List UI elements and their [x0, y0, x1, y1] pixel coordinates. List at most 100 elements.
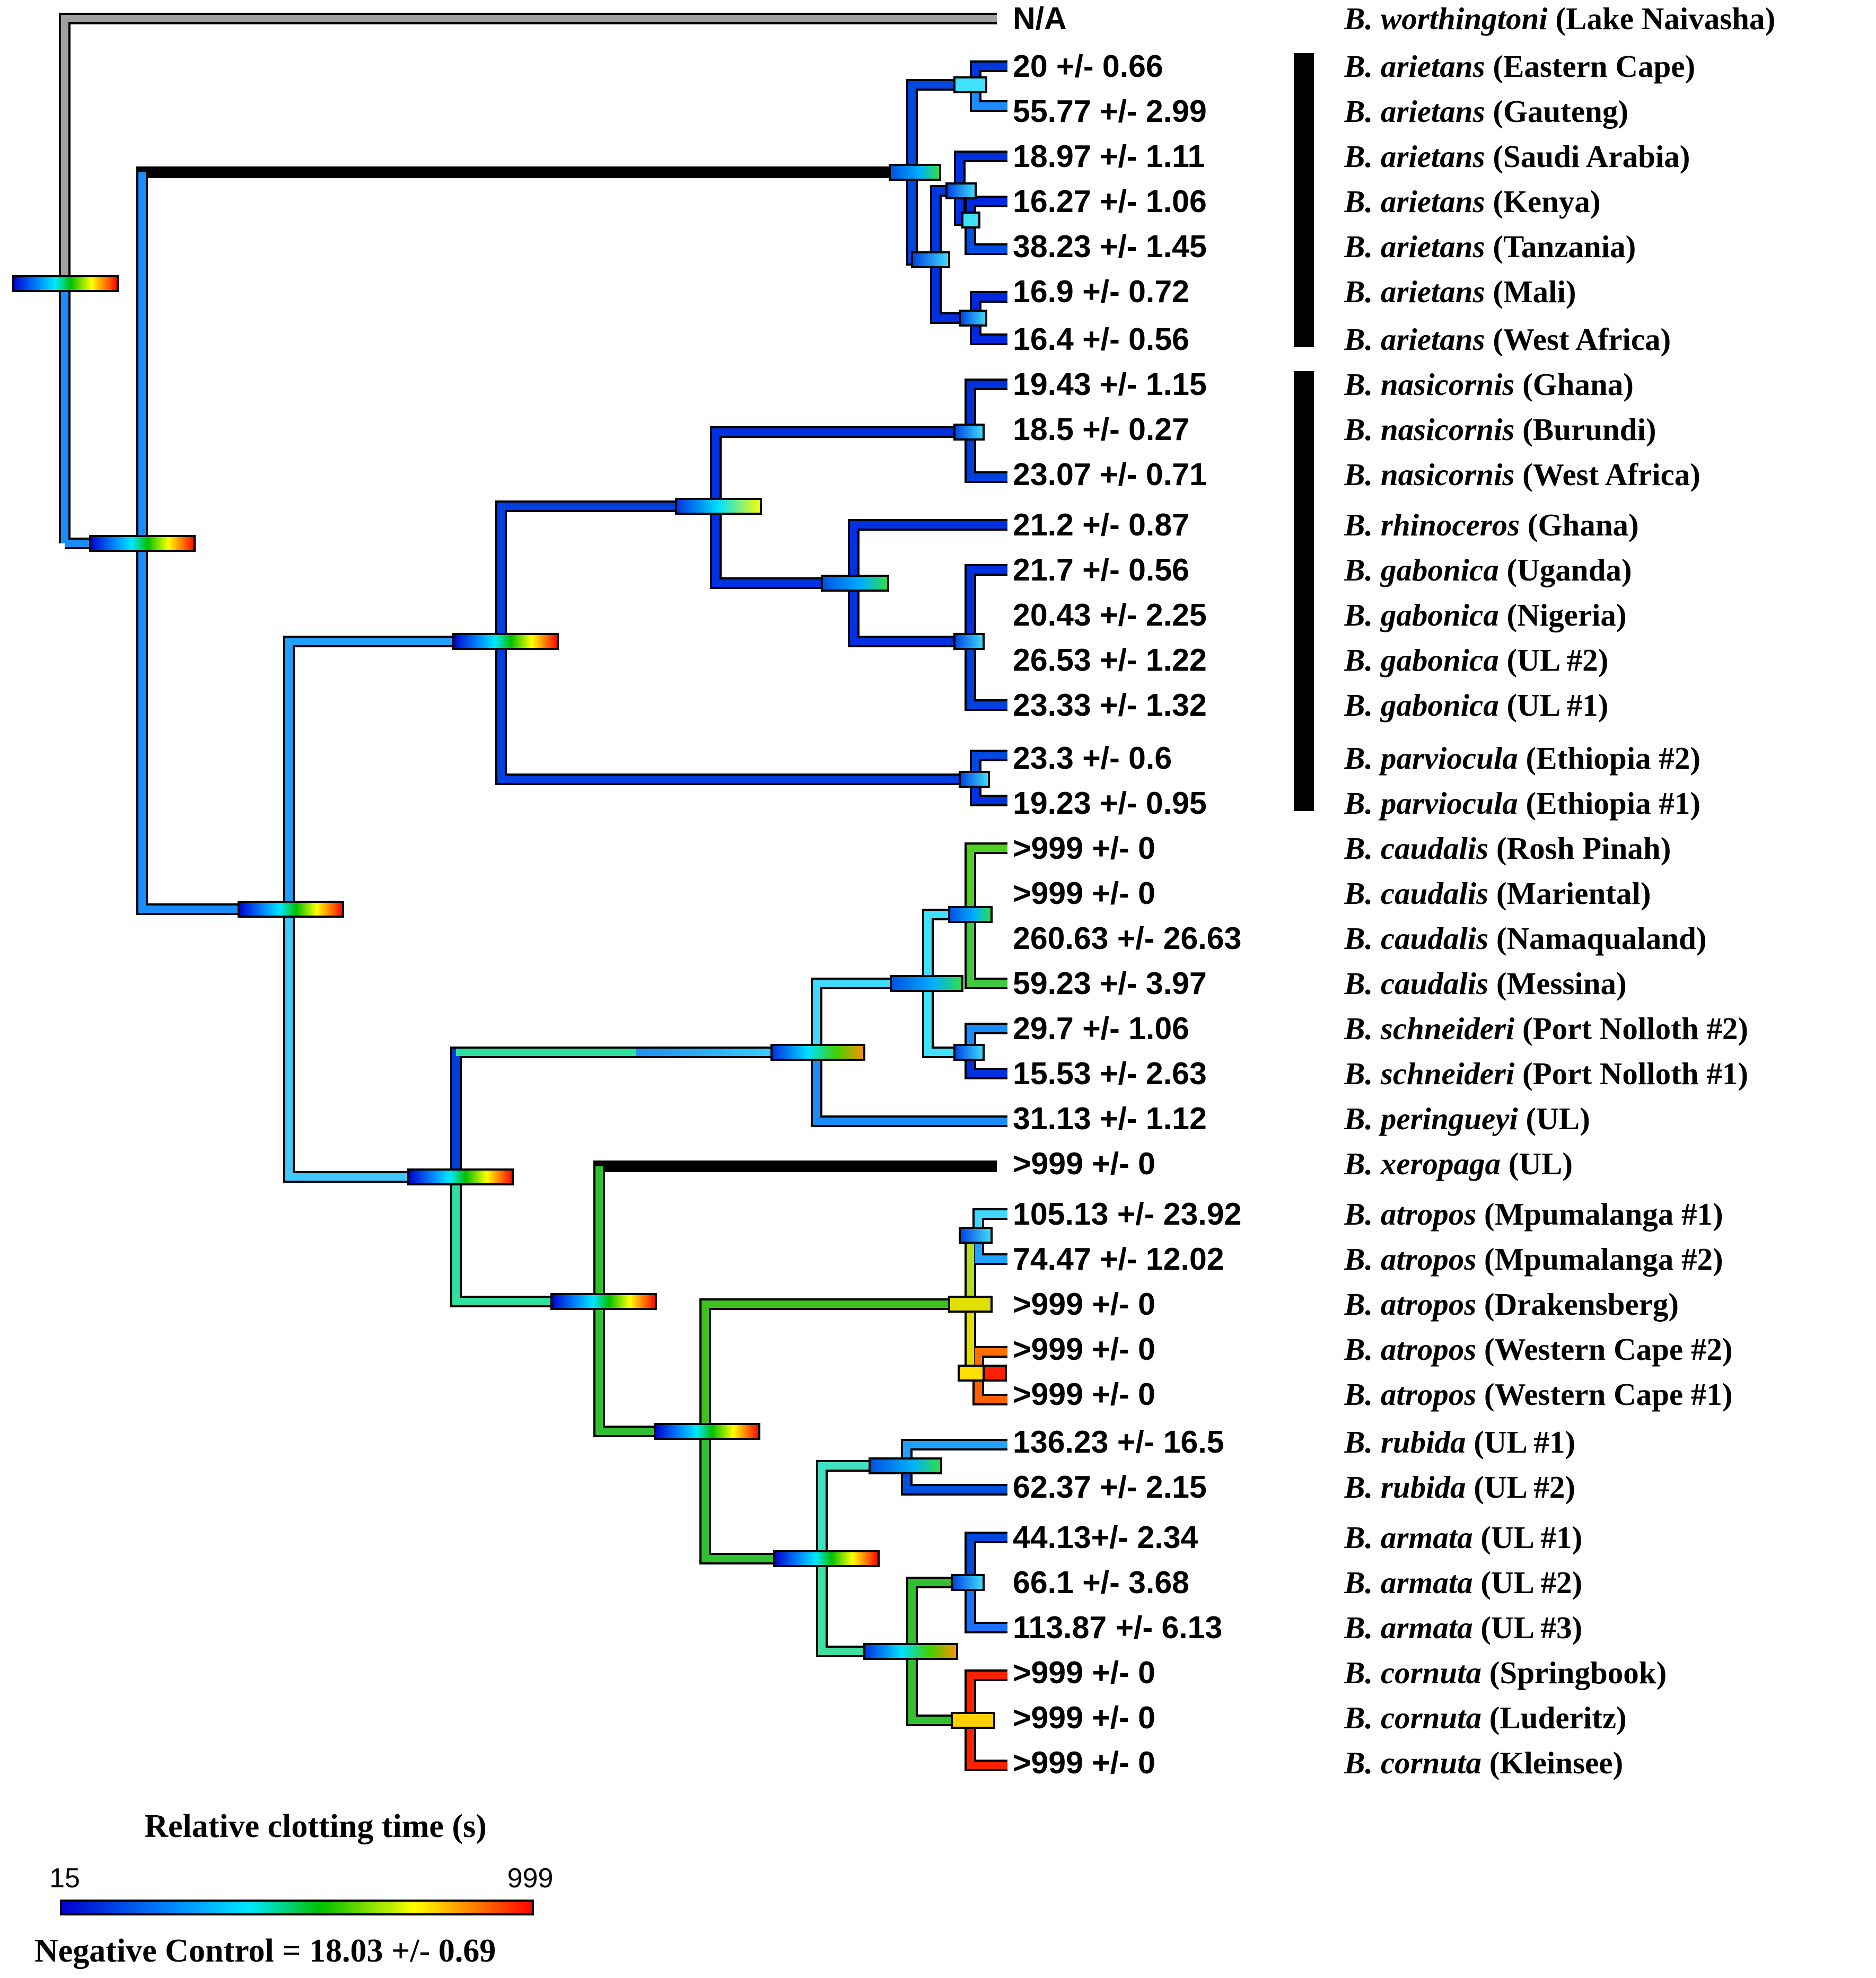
node-bar [953, 76, 987, 93]
tip-species: B. armata [1344, 1520, 1473, 1555]
tip-species: B. atropos [1344, 1242, 1476, 1277]
tip-locality: (Messina) [1488, 966, 1627, 1001]
node-bar [863, 1643, 958, 1660]
tip-locality: (Rosh Pinah) [1488, 831, 1671, 866]
tip-species: B. arietans [1344, 49, 1485, 84]
node-bar-node-d [407, 1168, 514, 1185]
tip-locality: (Port Nolloth #2) [1514, 1011, 1748, 1046]
tip-value: 23.3 +/- 0.6 [1013, 741, 1172, 776]
tip-value: 29.7 +/- 1.06 [1013, 1011, 1189, 1046]
tip-value: 105.13 +/- 23.92 [1013, 1197, 1241, 1232]
tip-locality: (Lake Naivasha) [1548, 1, 1775, 36]
tip-locality: (Burundi) [1514, 412, 1656, 447]
node-bar-node-c [452, 633, 559, 650]
node-bar [911, 251, 950, 268]
tip-value: >999 +/- 0 [1013, 1287, 1155, 1322]
tip-value: 55.77 +/- 2.99 [1013, 94, 1207, 129]
tip-value: 38.23 +/- 1.45 [1013, 229, 1207, 264]
tip-species: B. atropos [1344, 1377, 1476, 1412]
node-bar [945, 182, 977, 199]
tip-value: 16.4 +/- 0.56 [1013, 322, 1189, 357]
tip-locality: (Port Nolloth #1) [1514, 1056, 1748, 1091]
tip-value: 23.33 +/- 1.32 [1013, 688, 1207, 723]
tip-locality: (Uganda) [1499, 552, 1632, 587]
node-bar [959, 1227, 993, 1244]
tip-taxon: B. arietans (West Africa) [1344, 322, 1671, 357]
tip-value: 113.87 +/- 6.13 [1013, 1610, 1222, 1645]
clade-bar-african-forest [1294, 371, 1314, 811]
tip-locality: (Eastern Cape) [1485, 49, 1696, 84]
tip-locality: (Namaqualand) [1488, 921, 1706, 956]
tip-taxon: B. armata (UL #3) [1344, 1610, 1582, 1645]
node-bar [959, 771, 990, 788]
tip-locality: (West Africa) [1485, 322, 1671, 357]
tip-locality: (Luderitz) [1481, 1700, 1627, 1735]
tip-species: B. schneideri [1344, 1056, 1515, 1091]
tip-value: 18.5 +/- 0.27 [1013, 412, 1189, 447]
tip-species: B. armata [1344, 1565, 1473, 1600]
tip-taxon: B. gabonica (UL #1) [1344, 688, 1608, 723]
tip-species: B. caudalis [1344, 831, 1488, 866]
node-bar [959, 310, 987, 327]
tip-species: B. nasicornis [1344, 367, 1514, 402]
tip-species: B. atropos [1344, 1197, 1476, 1232]
tip-taxon: B. caudalis (Rosh Pinah) [1344, 831, 1671, 866]
tip-locality: (Saudi Arabia) [1485, 139, 1690, 174]
node-bar [869, 1457, 942, 1474]
legend-negative-control: Negative Control = 18.03 +/- 0.69 [34, 1933, 496, 1969]
tip-locality: (UL #1) [1466, 1425, 1576, 1460]
tip-taxon: B. rubida (UL #1) [1344, 1425, 1575, 1460]
tip-species: B. parviocula [1344, 786, 1518, 821]
tip-taxon: B. arietans (Saudi Arabia) [1344, 139, 1690, 174]
tip-value: 66.1 +/- 3.68 [1013, 1565, 1189, 1600]
tip-taxon: B. parviocula (Ethiopia #2) [1344, 741, 1700, 776]
node-bar [821, 575, 889, 592]
node-bar [890, 975, 963, 992]
tip-taxon: B. atropos (Western Cape #2) [1344, 1332, 1733, 1367]
tip-taxon: B. caudalis (Mariental) [1344, 876, 1651, 911]
legend: Relative clotting time (s) 15 999 Negati… [34, 1808, 553, 1969]
tip-species: B. arietans [1344, 139, 1485, 174]
tip-value: 20.43 +/- 2.25 [1013, 597, 1207, 632]
tip-species: B. rubida [1344, 1470, 1466, 1505]
tip-species: B. cornuta [1344, 1700, 1481, 1735]
node-bar-node-b [238, 901, 344, 918]
tip-value: 136.23 +/- 16.5 [1013, 1425, 1224, 1460]
tip-value: >999 +/- 0 [1013, 876, 1155, 911]
tip-taxon: B. cornuta (Kleinsee) [1344, 1745, 1623, 1780]
tip-value: 62.37 +/- 2.15 [1013, 1470, 1207, 1505]
tip-value: 19.43 +/- 1.15 [1013, 367, 1207, 402]
tip-value: >999 +/- 0 [1013, 1377, 1155, 1412]
tip-species: B. xeropaga [1344, 1146, 1501, 1181]
node-bar-node-f [654, 1423, 760, 1440]
node-bar [948, 906, 993, 923]
tip-species: B. gabonica [1344, 552, 1499, 587]
tip-species: B. gabonica [1344, 597, 1499, 632]
tip-taxon: B. armata (UL #1) [1344, 1520, 1582, 1555]
tip-species: B. gabonica [1344, 643, 1499, 678]
node-bar [983, 1365, 1007, 1382]
node-state-bars [12, 76, 1007, 1729]
tip-species: B. rhinoceros [1344, 507, 1520, 542]
node-bar [770, 1044, 865, 1061]
tip-locality: (Nigeria) [1499, 597, 1627, 632]
tip-taxon: B. nasicornis (Ghana) [1344, 367, 1634, 402]
tip-locality: (UL #1) [1499, 688, 1609, 723]
tip-taxon: B. arietans (Eastern Cape) [1344, 49, 1695, 84]
tip-species: B. atropos [1344, 1332, 1476, 1367]
legend-min-label: 15 [49, 1863, 80, 1894]
tip-species: B. caudalis [1344, 966, 1488, 1001]
tip-taxon: B. cornuta (Springbook) [1344, 1655, 1667, 1690]
tip-value: >999 +/- 0 [1013, 1146, 1155, 1181]
tip-species: B. parviocula [1344, 741, 1518, 776]
node-bar [953, 424, 985, 441]
tip-taxon: B. atropos (Western Cape #1) [1344, 1377, 1733, 1412]
tip-value: 21.7 +/- 0.56 [1013, 552, 1189, 587]
tip-value: >999 +/- 0 [1013, 1332, 1155, 1367]
tip-locality: (UL #2) [1499, 643, 1609, 678]
node-bar-ingroup [89, 535, 196, 552]
tip-taxon: B. gabonica (Nigeria) [1344, 597, 1627, 632]
tip-locality: (UL #2) [1466, 1470, 1576, 1505]
tip-taxon: B. gabonica (Uganda) [1344, 552, 1632, 587]
tip-value: >999 +/- 0 [1013, 1655, 1155, 1690]
